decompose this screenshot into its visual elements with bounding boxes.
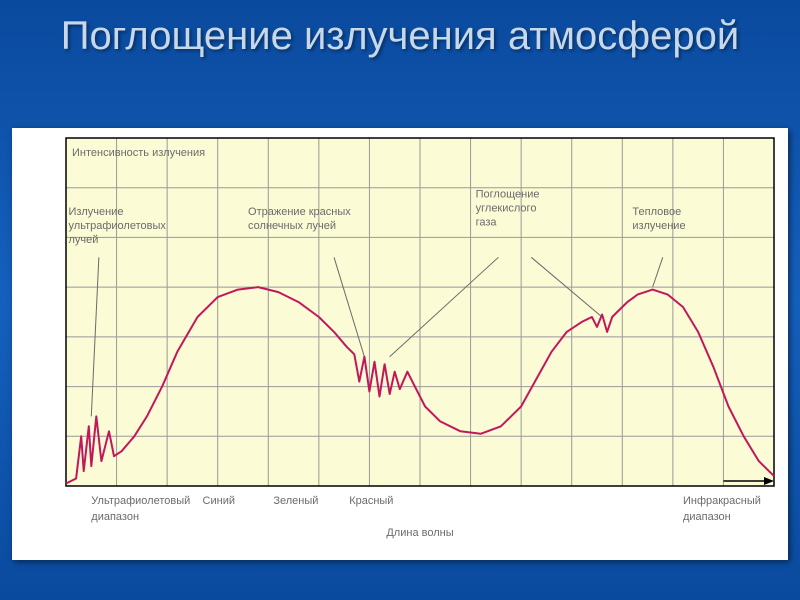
svg-text:Синий: Синий bbox=[203, 495, 235, 507]
svg-text:Тепловое: Тепловое bbox=[632, 206, 681, 218]
x-axis-title: Длина волны bbox=[386, 527, 453, 539]
svg-text:газа: газа bbox=[476, 217, 498, 229]
chart-svg: Интенсивность излучения Излучение ультрафи… bbox=[12, 128, 788, 560]
x-tick: Синий bbox=[203, 495, 235, 507]
x-tick: Зеленый bbox=[273, 495, 318, 507]
svg-text:солнечных лучей: солнечных лучей bbox=[248, 220, 336, 232]
svg-text:лучей: лучей bbox=[69, 234, 99, 246]
svg-text:диапазон: диапазон bbox=[91, 511, 139, 523]
svg-text:излучение: излучение bbox=[632, 220, 685, 232]
chart-container: Интенсивность излучения Излучение ультрафи… bbox=[12, 128, 788, 560]
svg-text:Поглощение: Поглощение bbox=[476, 189, 540, 201]
svg-text:Красный: Красный bbox=[349, 495, 393, 507]
slide: Поглощение излучения атмосферой Интенсив… bbox=[0, 0, 800, 600]
x-tick: Ультрафиолетовый диапазон bbox=[91, 495, 190, 523]
svg-text:Ультрафиолетовый: Ультрафиолетовый bbox=[91, 495, 190, 507]
svg-text:Отражение красных: Отражение красных bbox=[248, 206, 351, 218]
svg-text:углекислого: углекислого bbox=[476, 203, 537, 215]
slide-title: Поглощение излучения атмосферой bbox=[0, 0, 800, 70]
x-tick: Красный bbox=[349, 495, 393, 507]
x-tick: Инфракрасный диапазон bbox=[683, 495, 761, 523]
svg-text:диапазон: диапазон bbox=[683, 511, 731, 523]
svg-text:Излучение: Излучение bbox=[69, 206, 124, 218]
svg-text:Инфракрасный: Инфракрасный bbox=[683, 495, 761, 507]
y-axis-title: Интенсивность излучения bbox=[72, 147, 205, 159]
svg-text:ультрафиолетовых: ультрафиолетовых bbox=[69, 220, 167, 232]
svg-text:Зеленый: Зеленый bbox=[273, 495, 318, 507]
